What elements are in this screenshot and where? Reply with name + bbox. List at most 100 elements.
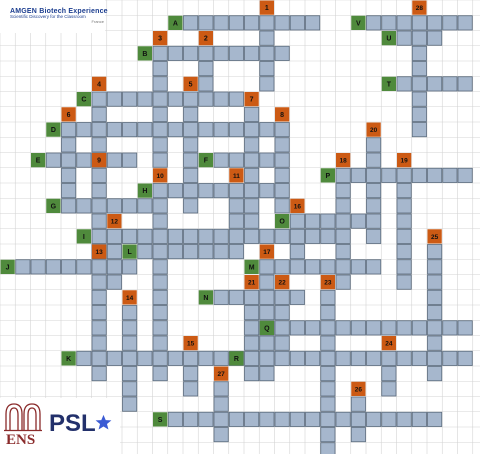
answer-cell xyxy=(335,411,351,427)
answer-cell xyxy=(228,228,244,244)
answer-cell xyxy=(183,137,199,153)
clue-label-18: 18 xyxy=(340,158,348,165)
clue-marker-v xyxy=(351,15,366,30)
clue-marker-23 xyxy=(320,275,335,290)
answer-cell xyxy=(305,15,321,31)
answer-cell xyxy=(320,427,336,443)
answer-cell xyxy=(457,350,473,366)
answer-cell xyxy=(91,335,107,351)
clue-marker-g xyxy=(46,198,61,213)
clue-marker-21 xyxy=(244,275,259,290)
amgen-logo: AMGEN Biotech Experience Scientific Disc… xyxy=(10,8,120,24)
answer-cell xyxy=(289,320,305,336)
answer-cell xyxy=(396,167,412,183)
answer-cell xyxy=(259,274,275,290)
answer-cell xyxy=(259,183,275,199)
answer-cell xyxy=(228,198,244,214)
ens-wordmark: ENS xyxy=(6,432,36,448)
answer-cell xyxy=(91,305,107,321)
answer-cell xyxy=(198,61,214,77)
clue-marker-4 xyxy=(92,76,107,91)
answer-cell xyxy=(305,411,321,427)
clue-marker-27 xyxy=(214,366,229,381)
answer-cell xyxy=(396,15,412,31)
answer-cell xyxy=(152,183,168,199)
clue-marker-7 xyxy=(244,92,259,107)
answer-cell xyxy=(335,274,351,290)
answer-cell xyxy=(320,350,336,366)
answer-cell xyxy=(350,396,366,412)
answer-cell xyxy=(335,213,351,229)
answer-cell xyxy=(366,350,382,366)
answer-cell xyxy=(228,91,244,107)
answer-cell xyxy=(198,76,214,92)
clue-label-19: 19 xyxy=(401,158,409,165)
answer-cell xyxy=(411,350,427,366)
answer-cell xyxy=(381,167,397,183)
answer-cell xyxy=(244,305,260,321)
answer-cell xyxy=(381,350,397,366)
answer-cell xyxy=(228,183,244,199)
clue-marker-24 xyxy=(381,336,396,351)
clue-marker-q xyxy=(259,320,274,335)
answer-cell xyxy=(396,244,412,260)
answer-cell xyxy=(244,213,260,229)
answer-cell xyxy=(244,45,260,61)
clue-marker-16 xyxy=(290,198,305,213)
answer-cell xyxy=(152,152,168,168)
answer-cell xyxy=(442,76,458,92)
answer-cell xyxy=(411,15,427,31)
clue-label-h: H xyxy=(142,188,147,195)
answer-cell xyxy=(183,244,199,260)
clue-label-17: 17 xyxy=(263,249,271,256)
answer-cell xyxy=(198,45,214,61)
answer-cell xyxy=(396,213,412,229)
answer-cell xyxy=(244,15,260,31)
answer-cell xyxy=(213,411,229,427)
answer-cell xyxy=(259,61,275,77)
clue-marker-12 xyxy=(107,214,122,229)
answer-cell xyxy=(259,152,275,168)
answer-cell xyxy=(259,30,275,46)
answer-cell xyxy=(152,366,168,382)
answer-cell xyxy=(274,122,290,138)
clue-label-s: S xyxy=(158,417,163,424)
answer-cell xyxy=(76,152,92,168)
answer-cell xyxy=(274,335,290,351)
answer-cell xyxy=(366,213,382,229)
answer-cell xyxy=(274,350,290,366)
clue-marker-11 xyxy=(229,168,244,183)
answer-cell xyxy=(289,244,305,260)
clue-label-a: A xyxy=(173,20,178,27)
answer-cell xyxy=(411,167,427,183)
answer-cell xyxy=(366,183,382,199)
answer-cell xyxy=(320,213,336,229)
clue-label-28: 28 xyxy=(416,5,424,12)
answer-cell xyxy=(152,244,168,260)
answer-cell xyxy=(213,91,229,107)
answer-cell xyxy=(244,122,260,138)
answer-cell xyxy=(350,350,366,366)
answer-cell xyxy=(213,122,229,138)
clue-marker-2 xyxy=(198,31,213,46)
answer-cell xyxy=(213,183,229,199)
clue-label-8: 8 xyxy=(280,112,284,119)
clue-label-14: 14 xyxy=(126,295,134,302)
answer-cell xyxy=(259,366,275,382)
answer-cell xyxy=(259,305,275,321)
answer-cell xyxy=(289,15,305,31)
answer-cell xyxy=(228,45,244,61)
answer-cell xyxy=(152,289,168,305)
clue-marker-u xyxy=(381,31,396,46)
clue-marker-18 xyxy=(336,153,351,168)
clue-marker-h xyxy=(137,183,152,198)
answer-cell xyxy=(259,411,275,427)
clue-marker-l xyxy=(122,244,137,259)
answer-cell xyxy=(106,350,122,366)
answer-cell xyxy=(198,122,214,138)
answer-cell xyxy=(427,30,443,46)
logo-panel xyxy=(0,0,105,33)
answer-cell xyxy=(152,45,168,61)
answer-cell xyxy=(152,305,168,321)
answer-cell xyxy=(137,228,153,244)
